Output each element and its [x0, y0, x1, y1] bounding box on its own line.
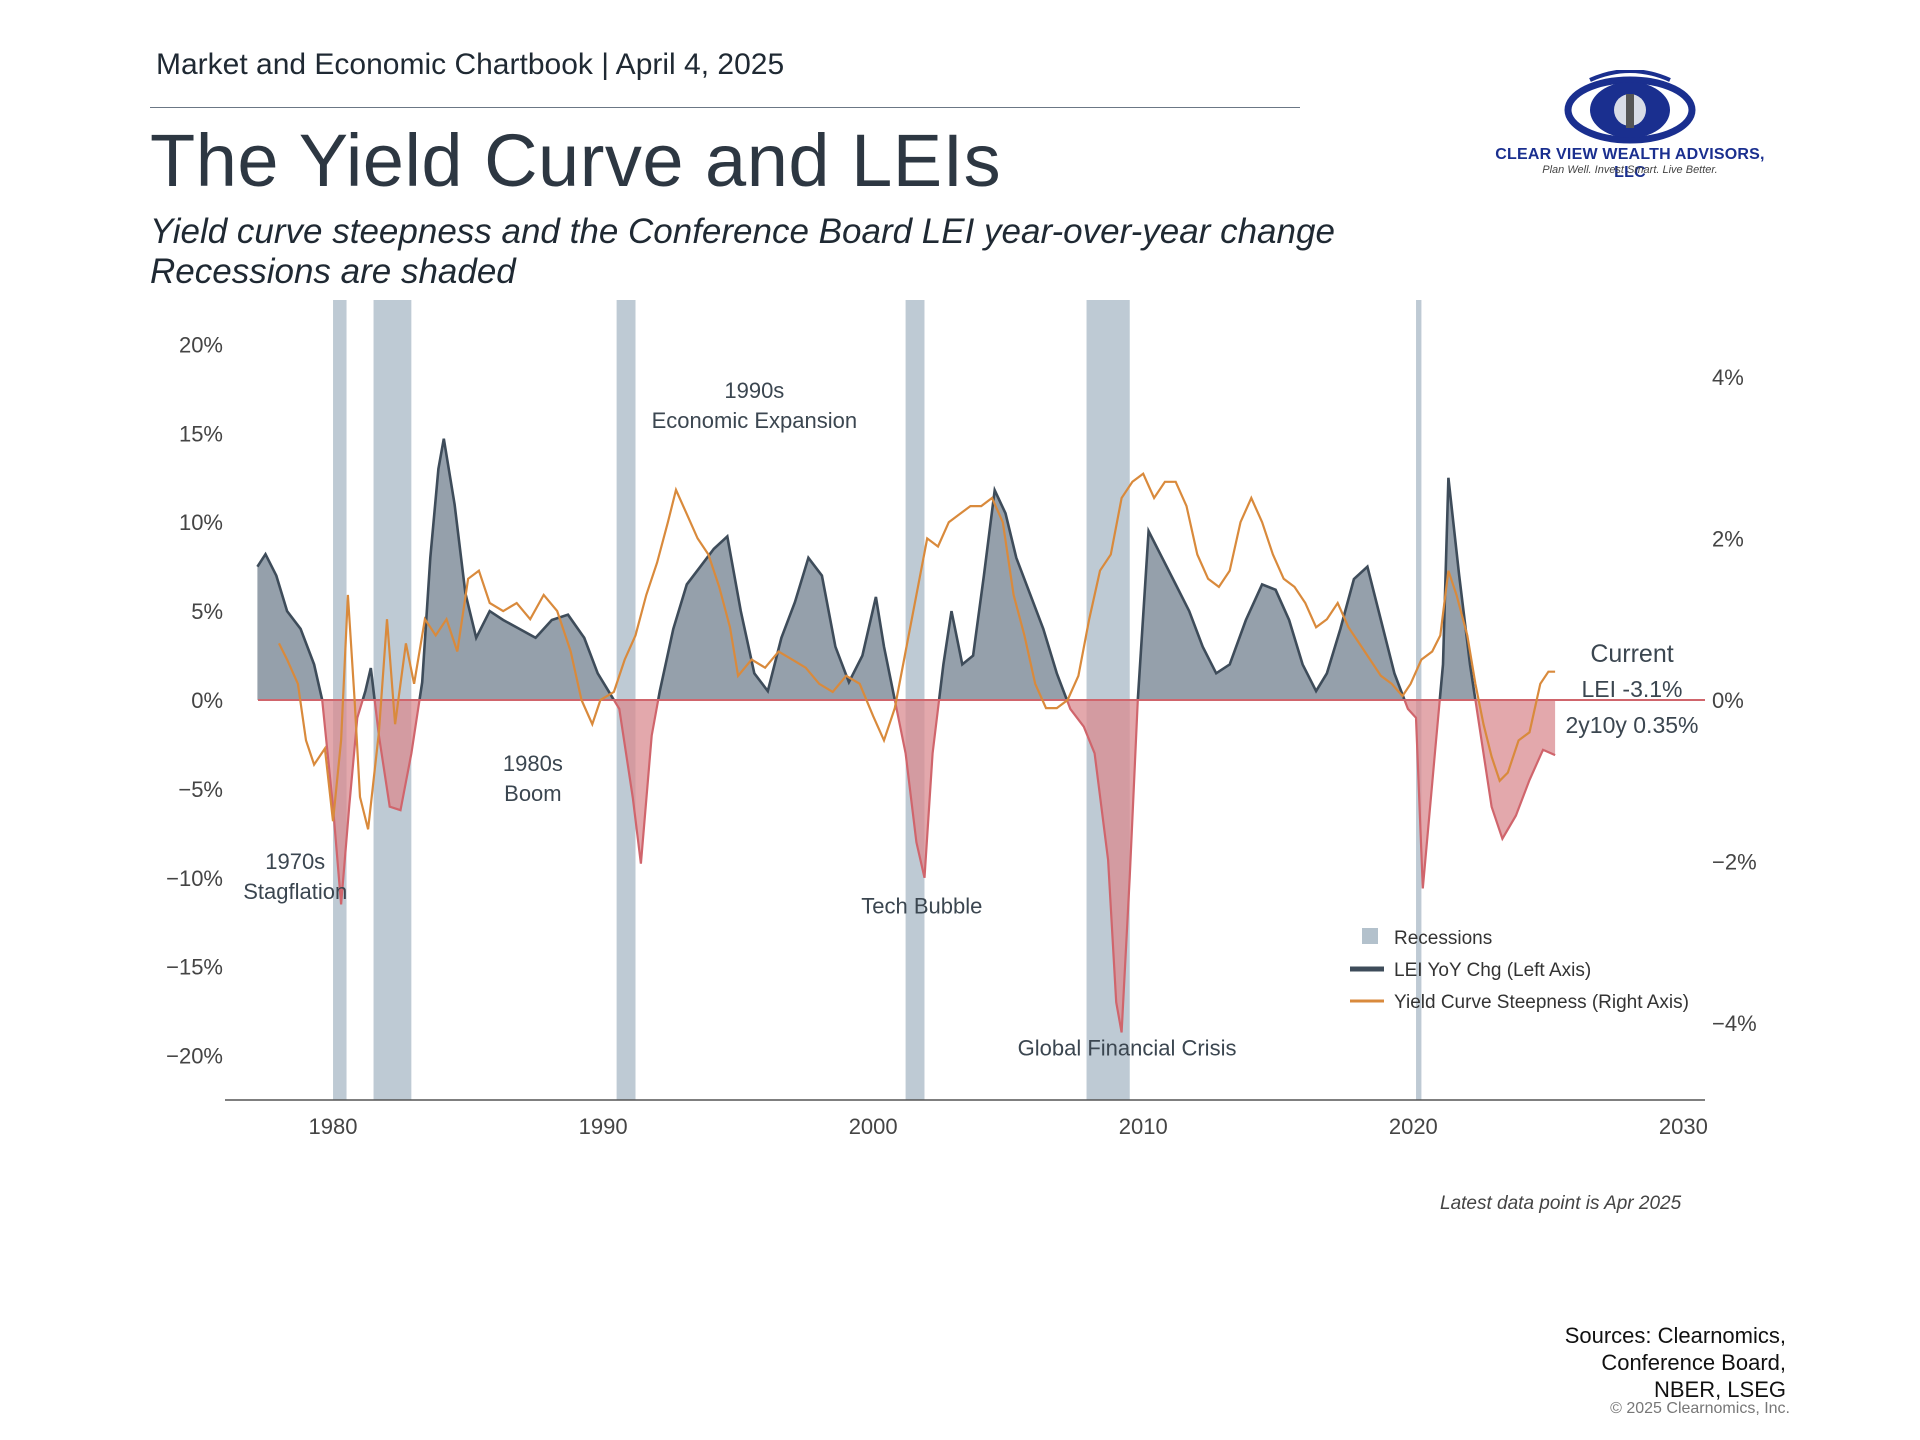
subtitle: Yield curve steepness and the Conference…: [150, 212, 1335, 292]
left-tick-label: −5%: [178, 777, 223, 802]
eye-icon: [1564, 69, 1696, 144]
logo-tagline: Plan Well. Invest Smart. Live Better.: [1542, 164, 1718, 176]
legend-label: Yield Curve Steepness (Right Axis): [1394, 992, 1689, 1013]
sources-line-1: Sources: Clearnomics,: [1564, 1323, 1786, 1348]
left-tick-label: −10%: [166, 866, 223, 891]
lei-line-positive: [256, 438, 1477, 700]
left-tick-label: 5%: [191, 599, 223, 624]
left-tick-label: 0%: [191, 688, 223, 713]
x-tick-label: 2020: [1389, 1114, 1438, 1139]
left-tick-label: −20%: [166, 1044, 223, 1069]
subtitle-line-2: Recessions are shaded: [150, 252, 516, 291]
chartbook-header: Market and Economic Chartbook | April 4,…: [156, 48, 785, 81]
x-tick-label: 2030: [1659, 1114, 1708, 1139]
copyright: © 2025 Clearnomics, Inc.: [1610, 1400, 1790, 1417]
header-divider: [150, 107, 1300, 108]
subtitle-line-1: Yield curve steepness and the Conference…: [150, 212, 1335, 251]
chart-annotation: Stagflation: [243, 879, 347, 904]
x-tick-label: 2000: [849, 1114, 898, 1139]
current-lei-value: LEI -3.1%: [1582, 676, 1683, 702]
right-tick-label: −4%: [1712, 1011, 1757, 1036]
company-logo: CLEAR VIEW WEALTH ADVISORS, LLC Plan Wel…: [1480, 69, 1780, 181]
x-tick-label: 1990: [579, 1114, 628, 1139]
chart-annotation: 1970s: [265, 849, 325, 874]
chart-annotation: Tech Bubble: [861, 893, 982, 918]
chart-annotation: Economic Expansion: [652, 408, 857, 433]
x-tick-label: 1980: [309, 1114, 358, 1139]
chart-annotation: 1980s: [503, 751, 563, 776]
left-tick-label: 20%: [179, 332, 223, 357]
page-title: The Yield Curve and LEIs: [150, 119, 1002, 202]
chart-annotation: 1990s: [724, 378, 784, 403]
lei-line-negative: [321, 700, 1556, 1033]
x-tick-label: 2010: [1119, 1114, 1168, 1139]
chart-annotation: Boom: [504, 781, 561, 806]
right-tick-label: −2%: [1712, 850, 1757, 875]
legend-label: LEI YoY Chg (Left Axis): [1394, 960, 1591, 981]
left-tick-label: −15%: [166, 955, 223, 980]
chart-annotation: Global Financial Crisis: [1018, 1036, 1237, 1061]
sources: Sources: Clearnomics, Conference Board, …: [1565, 1322, 1786, 1403]
right-tick-label: 0%: [1712, 688, 1744, 713]
sources-line-2: Conference Board,: [1601, 1350, 1786, 1375]
lei-negative-area: [257, 700, 1556, 1033]
left-tick-label: 15%: [179, 421, 223, 446]
logo-name: CLEAR VIEW WEALTH ADVISORS, LLC: [1495, 146, 1765, 181]
left-tick-label: 10%: [179, 510, 223, 535]
yield-curve-line: [278, 471, 1556, 830]
latest-data-note: Latest data point is Apr 2025: [1440, 1193, 1682, 1214]
legend-label: Recessions: [1394, 928, 1492, 949]
right-tick-label: 4%: [1712, 365, 1744, 390]
legend-swatch-recessions: [1362, 928, 1378, 944]
current-label: Current: [1590, 640, 1673, 668]
current-curve-value: 2y10y 0.35%: [1566, 712, 1699, 738]
sources-line-3: NBER, LSEG: [1653, 1377, 1786, 1402]
right-tick-label: 2%: [1712, 526, 1744, 551]
